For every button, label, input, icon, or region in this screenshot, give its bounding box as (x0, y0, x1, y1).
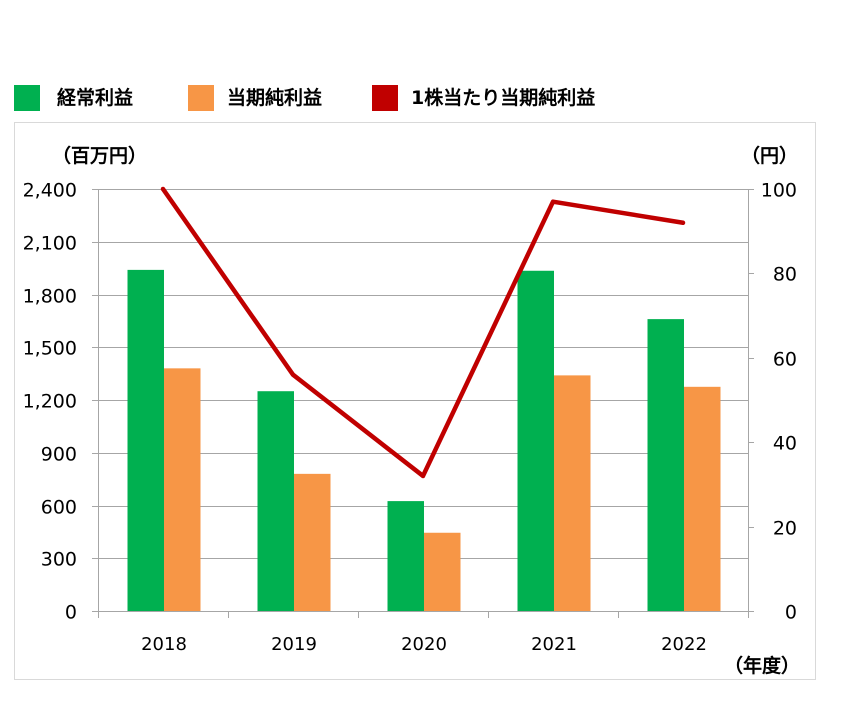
y-tick-label-0: 0 (65, 602, 77, 624)
y-tick-label-2100: 2,100 (23, 233, 77, 255)
bar-ordinary-profit-2022 (647, 319, 684, 611)
y-tick-label-900: 900 (41, 444, 77, 466)
y-axis-unit-label: （百万円） (52, 144, 147, 167)
y2-axis-unit-label: （円） (741, 144, 798, 167)
bar-series (127, 269, 721, 611)
legend-item-ordinary-profit: 経常利益 (14, 85, 133, 111)
legend-label-eps: 1株当たり当期純利益 (411, 86, 595, 109)
y2-tick-label-60: 60 (773, 349, 797, 371)
y-tick-label-1200: 1,200 (23, 391, 77, 413)
x-tick-label-2019: 2019 (271, 634, 317, 655)
x-tick-label-2018: 2018 (141, 634, 187, 655)
axis-lines (98, 189, 749, 611)
bar-net-profit-2020 (424, 532, 461, 611)
legend-swatch-eps (372, 85, 398, 111)
legend-swatch-net-profit (188, 85, 214, 111)
bar-net-profit-2019 (294, 473, 331, 611)
gridlines (92, 189, 748, 612)
y-tick-label-600: 600 (41, 497, 77, 519)
bar-ordinary-profit-2018 (127, 269, 164, 611)
y-tick-label-1800: 1,800 (23, 286, 77, 308)
y2-tick-label-80: 80 (773, 264, 797, 286)
y-tick-label-2400: 2,400 (23, 180, 77, 202)
point-eps-2018 (161, 187, 165, 191)
y2-tick-label-0: 0 (785, 602, 797, 624)
legend-item-eps: 1株当たり当期純利益 (372, 85, 595, 111)
y-axis-ticks: 0 300 600 900 1,200 1,500 1,800 2,100 2,400 (23, 180, 77, 624)
bar-net-profit-2022 (684, 386, 721, 611)
bar-ordinary-profit-2019 (257, 391, 294, 611)
x-tick-label-2021: 2021 (531, 634, 577, 655)
y2-axis-ticks: 0 20 40 60 80 100 (748, 180, 797, 624)
legend-swatch-ordinary-profit (14, 85, 40, 111)
point-eps-2022 (681, 220, 685, 225)
bar-ordinary-profit-2021 (517, 270, 554, 611)
bar-net-profit-2018 (164, 368, 201, 611)
line-series (160, 186, 686, 479)
x-axis: 2018 2019 2020 2021 2022 (98, 611, 749, 655)
point-eps-2021 (551, 199, 555, 204)
x-tick-label-2020: 2020 (401, 634, 447, 655)
bar-net-profit-2021 (554, 375, 591, 611)
point-eps-2020 (421, 473, 425, 478)
point-eps-2019 (291, 372, 295, 377)
legend-label-net-profit: 当期純利益 (227, 86, 322, 109)
bar-ordinary-profit-2020 (387, 501, 424, 611)
y2-tick-label-100: 100 (761, 180, 797, 202)
legend-label-ordinary-profit: 経常利益 (57, 86, 133, 109)
y2-tick-label-40: 40 (773, 433, 797, 455)
x-tick-label-2022: 2022 (661, 634, 707, 655)
legend: 経常利益 当期純利益 1株当たり当期純利益 (14, 85, 595, 111)
x-axis-unit-label: （年度） (724, 654, 800, 677)
y-tick-label-1500: 1,500 (23, 338, 77, 360)
y2-tick-label-20: 20 (773, 518, 797, 540)
y-tick-label-300: 300 (41, 549, 77, 571)
legend-item-net-profit: 当期純利益 (188, 85, 322, 111)
